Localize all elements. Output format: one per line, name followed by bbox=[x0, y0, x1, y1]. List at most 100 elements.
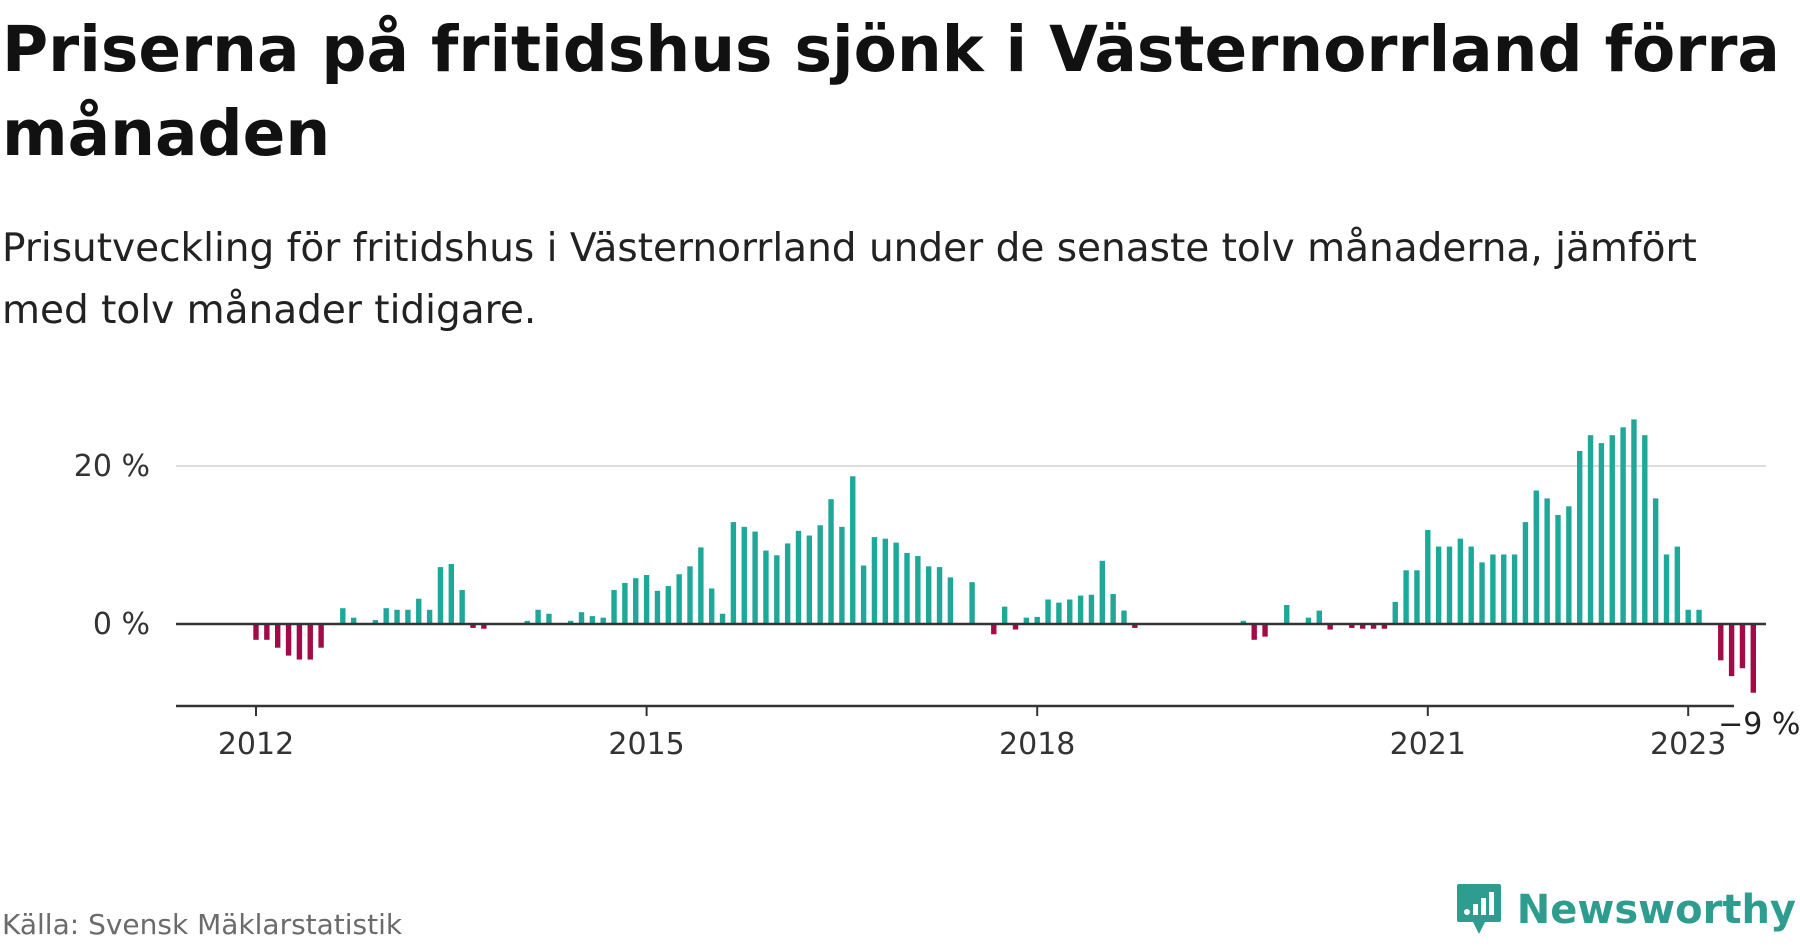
bar bbox=[318, 624, 324, 648]
end-value-label: −9 % bbox=[1718, 707, 1800, 742]
bar bbox=[600, 617, 606, 624]
y-tick-label: 20 % bbox=[74, 449, 150, 484]
bar bbox=[275, 624, 281, 648]
bar bbox=[719, 613, 726, 624]
bar bbox=[926, 566, 932, 624]
bar bbox=[839, 526, 845, 624]
bar bbox=[1631, 419, 1637, 624]
labels: 0 % 20 % 2012 2015 2018 2021 2023−9 % bbox=[74, 449, 1800, 762]
bar bbox=[1056, 602, 1062, 624]
bar bbox=[1457, 538, 1464, 624]
bar bbox=[936, 567, 943, 624]
bar bbox=[969, 582, 975, 624]
bar bbox=[1381, 624, 1388, 629]
bar bbox=[340, 608, 346, 624]
bar bbox=[426, 609, 433, 624]
bar bbox=[253, 624, 259, 640]
bar bbox=[383, 608, 389, 624]
bar bbox=[1490, 554, 1496, 624]
bar bbox=[1327, 624, 1333, 630]
x-tick-label: 2012 bbox=[218, 727, 294, 762]
bar bbox=[1598, 443, 1605, 624]
bar bbox=[1739, 624, 1746, 669]
bar bbox=[730, 522, 737, 624]
bar bbox=[622, 582, 628, 624]
bar bbox=[1360, 624, 1366, 629]
bar bbox=[1077, 595, 1084, 624]
source-note: Källa: Svensk Mäklarstatistik bbox=[2, 908, 403, 941]
bar bbox=[893, 542, 899, 624]
bar bbox=[882, 538, 888, 624]
axes bbox=[176, 622, 1766, 716]
bar bbox=[394, 609, 400, 624]
bar bbox=[1305, 617, 1312, 624]
y-tick-label: 0 % bbox=[93, 607, 150, 642]
bar bbox=[871, 537, 878, 624]
bar bbox=[1696, 609, 1702, 624]
bar bbox=[828, 499, 834, 624]
bar bbox=[1501, 554, 1507, 624]
bar bbox=[611, 590, 617, 624]
bar bbox=[1511, 554, 1518, 624]
bar bbox=[806, 535, 813, 624]
bar bbox=[1685, 609, 1691, 624]
bar bbox=[1110, 593, 1116, 624]
bar bbox=[1251, 624, 1257, 640]
bar bbox=[915, 556, 921, 624]
x-tick-label: 2018 bbox=[999, 727, 1075, 762]
bar bbox=[1718, 624, 1724, 661]
bar bbox=[459, 590, 465, 624]
bar bbox=[784, 543, 791, 624]
x-tick-label: 2021 bbox=[1390, 727, 1466, 762]
bar bbox=[1012, 624, 1019, 630]
bar bbox=[665, 586, 671, 624]
bar bbox=[589, 616, 596, 624]
bar bbox=[437, 567, 444, 624]
bar bbox=[1034, 616, 1040, 624]
bar bbox=[567, 620, 574, 624]
bar bbox=[1609, 435, 1615, 624]
bar bbox=[1001, 606, 1008, 624]
bar bbox=[296, 624, 303, 660]
bar bbox=[1403, 570, 1409, 624]
bar bbox=[947, 577, 954, 624]
bar bbox=[1555, 514, 1561, 624]
bar bbox=[1652, 498, 1659, 624]
bar bbox=[860, 565, 867, 624]
bar bbox=[1435, 546, 1442, 624]
bar bbox=[817, 525, 823, 624]
bar bbox=[1522, 522, 1529, 624]
bar bbox=[741, 526, 747, 624]
bar-chart: 0 % 20 % 2012 2015 2018 2021 2023−9 % bbox=[74, 419, 1800, 762]
newsworthy-logo-icon bbox=[1456, 884, 1501, 934]
bar bbox=[991, 624, 997, 635]
bar bbox=[448, 563, 454, 624]
bar bbox=[1425, 529, 1431, 624]
bar bbox=[1349, 624, 1355, 628]
bar bbox=[763, 550, 769, 624]
chart-subtitle: Prisutveckling för fritidshus i Västerno… bbox=[2, 226, 1697, 333]
bar bbox=[470, 624, 476, 628]
bar bbox=[1566, 506, 1572, 624]
bar bbox=[633, 578, 639, 624]
bar bbox=[1479, 562, 1485, 624]
bar bbox=[1620, 427, 1626, 624]
bar bbox=[904, 552, 910, 624]
bar bbox=[546, 613, 552, 624]
bar bbox=[752, 531, 758, 624]
bar bbox=[1099, 560, 1105, 624]
bar bbox=[372, 620, 379, 624]
bar bbox=[1414, 570, 1420, 624]
bar bbox=[850, 476, 856, 624]
bar bbox=[774, 555, 780, 624]
bar bbox=[350, 617, 357, 624]
x-tick-label: 2023 bbox=[1650, 727, 1726, 762]
bar bbox=[1587, 435, 1594, 624]
bar bbox=[1370, 624, 1377, 629]
bar bbox=[524, 620, 530, 624]
bar bbox=[1750, 624, 1756, 693]
bar bbox=[264, 624, 270, 640]
brand-logo: Newsworthy bbox=[1455, 882, 1796, 938]
bar-series bbox=[253, 419, 1756, 693]
bar bbox=[1067, 599, 1073, 624]
